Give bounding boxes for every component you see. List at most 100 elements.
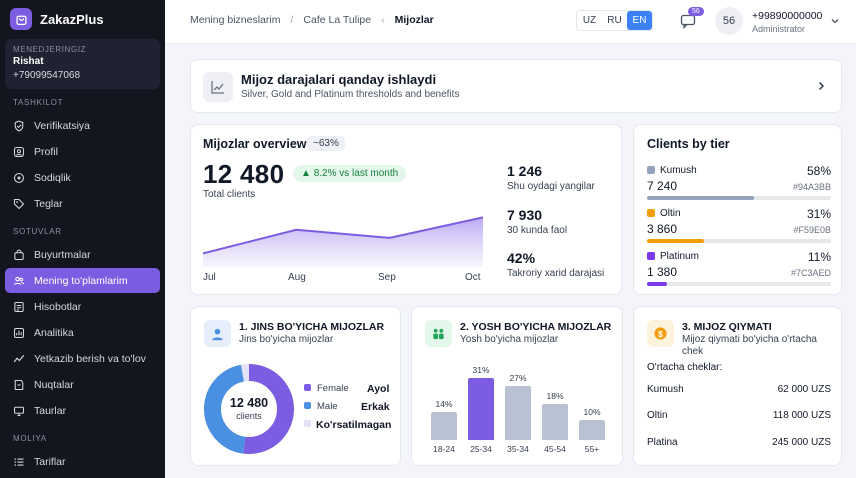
- monitor-icon: [13, 406, 25, 416]
- age-bar-label: 18%: [546, 391, 564, 401]
- users-icon: [13, 276, 25, 285]
- trend-x-label: Oct: [465, 272, 481, 283]
- breadcrumb-item-businesses[interactable]: Mening bizneslarim: [190, 14, 281, 26]
- gender-card: 1. JINS BO'YICHA MIJOZLAR Jins bo'yicha …: [190, 306, 401, 466]
- tier-row-platinum: Platinum 11% 1 380 #7C3AED: [647, 250, 831, 286]
- tier-hex: #7C3AED: [790, 268, 831, 278]
- breadcrumb-item-current: Mijozlar: [394, 14, 434, 26]
- sidebar-item-verifikatsiya[interactable]: Verifikatsiya: [5, 113, 160, 138]
- tier-bar-fill: [647, 239, 705, 243]
- user-info[interactable]: +99890000000 Administrator: [752, 10, 822, 34]
- sidebar-item-taurlar[interactable]: Taurlar: [5, 398, 160, 423]
- sidebar-item-label: Analitika: [34, 326, 74, 339]
- tier-name: Kumush: [660, 165, 697, 176]
- value-row: Oltin 118 000 UZS: [647, 410, 831, 421]
- legend-label: Ko'rsatilmagan: [316, 419, 392, 431]
- list-icon: [14, 457, 24, 466]
- sidebar-item-nuqtalar[interactable]: Nuqtalar: [5, 372, 160, 397]
- stat-value: 42%: [507, 250, 536, 266]
- tier-count: 1 380: [647, 265, 678, 279]
- sidebar-item-label: Tariflar: [34, 455, 66, 468]
- section-title-tashkilot: TASHKILOT: [13, 98, 64, 107]
- age-bar-label: 10%: [583, 407, 601, 417]
- value-row-amount: 62 000 UZS: [777, 384, 831, 395]
- sidebar-item-mening-toplamlarim[interactable]: Mening to'plamlarim: [5, 268, 160, 293]
- chevron-down-icon[interactable]: [830, 16, 840, 26]
- trend-x-label: Sep: [378, 272, 396, 283]
- overview-card: Mijozlar overview ~63% 12 480 ▲ 8.2% vs …: [190, 124, 622, 295]
- sidebar-item-sodiqlik[interactable]: Sodiqlik: [5, 165, 160, 190]
- stat-active: 7 930 30 kunda faol: [507, 207, 567, 236]
- tier-name: Oltin: [660, 208, 681, 219]
- shield-check-icon: [14, 120, 24, 131]
- gender-donut: [204, 364, 294, 454]
- manager-name: Rishat: [13, 56, 44, 67]
- info-title: Mijoz darajalari qanday ishlaydi: [241, 72, 437, 87]
- tier-bar: [647, 239, 831, 243]
- sidebar-item-label: Nuqtalar: [34, 378, 74, 391]
- brand[interactable]: ZakazPlus: [0, 0, 165, 38]
- clients-by-tier-card: Clients by tier Kumush 58% 7 240 #94A3BB…: [633, 124, 842, 295]
- total-clients-label: Total clients: [203, 189, 256, 200]
- age-title: 2. YOSH BO'YICHA MIJOZLAR: [460, 321, 612, 333]
- delivery-icon: [13, 354, 25, 362]
- gender-title: 1. JINS BO'YICHA MIJOZLAR: [239, 321, 385, 333]
- shopping-bag-icon: [14, 249, 24, 260]
- tier-hex: #94A3BB: [792, 182, 831, 192]
- sidebar-item-tariflar[interactable]: Tariflar: [5, 449, 160, 474]
- chevron-right-icon[interactable]: [815, 80, 827, 92]
- info-subtitle: Silver, Gold and Platinum thresholds and…: [241, 89, 460, 100]
- sidebar-item-label: Hisobotlar: [34, 300, 82, 313]
- tier-info-card[interactable]: Mijoz darajalari qanday ishlaydi Silver,…: [190, 59, 842, 113]
- total-clients-value: 12 480: [203, 159, 285, 189]
- legend-swatch: [304, 384, 311, 391]
- tier-pct: 31%: [806, 207, 831, 221]
- lang-uz[interactable]: UZ: [582, 15, 597, 26]
- chat-icon[interactable]: [680, 13, 696, 29]
- sidebar-item-hisobotlar[interactable]: Hisobotlar: [5, 294, 160, 319]
- svg-text:$: $: [658, 329, 663, 339]
- lang-ru[interactable]: RU: [607, 15, 622, 26]
- breadcrumb-item-cafe[interactable]: Cafe La Tulipe: [303, 14, 372, 26]
- lang-en[interactable]: EN: [627, 11, 652, 30]
- sidebar-item-label: Yetkazib berish va to'lov: [34, 352, 146, 365]
- sidebar-item-buyurtmalar[interactable]: Buyurtmalar: [5, 242, 160, 267]
- age-bar-label: 14%: [435, 399, 453, 409]
- stat-label: Shu oydagi yangilar: [507, 181, 595, 192]
- tier-bar: [647, 282, 831, 286]
- donut-segment: [204, 364, 294, 454]
- breadcrumb-separator: /: [290, 14, 294, 26]
- chevron-left-icon: ‹: [381, 14, 385, 26]
- tier-swatch: [647, 166, 655, 174]
- value-row-name: Kumush: [647, 384, 684, 395]
- tier-swatch: [647, 209, 655, 217]
- trend-x-label: Jul: [203, 272, 216, 283]
- age-bar: [505, 386, 531, 440]
- loyalty-icon: [13, 172, 25, 183]
- value-title: 3. MIJOZ QIYMATI: [682, 321, 772, 333]
- trend-line: [203, 216, 483, 255]
- tier-count: 3 860: [647, 222, 678, 236]
- avatar[interactable]: 56: [715, 7, 743, 35]
- age-bar-label: 27%: [509, 373, 527, 383]
- sidebar: ZakazPlus MENEDJERINGIZ Rishat +79099547…: [0, 0, 165, 478]
- sidebar-item-label: Buyurtmalar: [34, 248, 91, 261]
- manager-card: MENEDJERINGIZ Rishat +79099547068: [5, 39, 160, 89]
- sidebar-item-label: Taurlar: [34, 404, 67, 417]
- tier-row-kumush: Kumush 58% 7 240 #94A3BB: [647, 164, 831, 200]
- overview-title: Mijozlar overview: [203, 137, 307, 151]
- sidebar-item-label: Verifikatsiya: [34, 119, 91, 132]
- tier-title: Clients by tier: [647, 137, 730, 151]
- brand-name: ZakazPlus: [40, 11, 104, 27]
- sidebar-item-teglar[interactable]: Teglar: [5, 191, 160, 216]
- user-circle-icon: [13, 146, 25, 157]
- manager-phone[interactable]: +79099547068: [13, 70, 81, 81]
- tier-bar: [647, 196, 831, 200]
- tier-pct: 58%: [806, 164, 831, 178]
- trend-chart: [203, 216, 483, 267]
- stat-value: 7 930: [507, 207, 543, 223]
- sidebar-item-profil[interactable]: Profil: [5, 139, 160, 164]
- sidebar-item-yetkazib-berish[interactable]: Yetkazib berish va to'lov: [5, 346, 160, 371]
- breadcrumb: Mening bizneslarim / Cafe La Tulipe ‹ Mi…: [190, 14, 434, 26]
- sidebar-item-analitika[interactable]: Analitika: [5, 320, 160, 345]
